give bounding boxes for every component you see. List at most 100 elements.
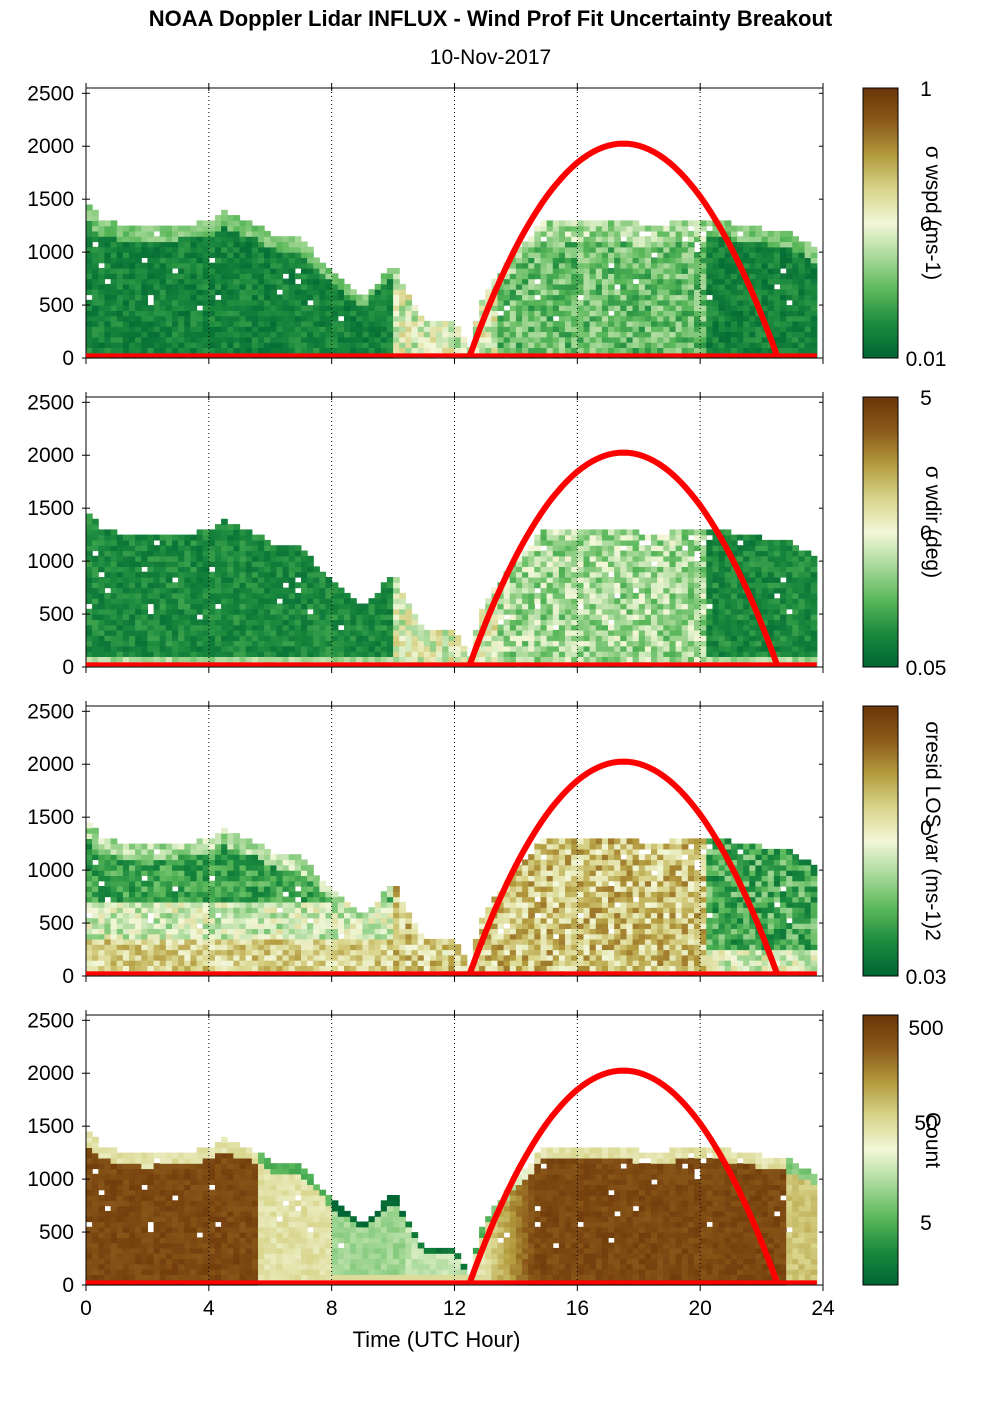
heatmap-cell: [792, 294, 799, 301]
heatmap-cell: [282, 592, 290, 599]
heatmap-cell: [681, 614, 689, 620]
heatmap-cell: [669, 629, 677, 636]
heatmap-cell: [448, 331, 456, 338]
heatmap-cell: [116, 645, 124, 652]
heatmap-cell: [644, 299, 652, 306]
heatmap-cell: [571, 582, 578, 589]
heatmap-cell: [472, 326, 480, 333]
heatmap-cell: [282, 289, 290, 296]
heatmap-cell: [675, 608, 683, 615]
heatmap-cell: [233, 252, 241, 258]
heatmap-cell: [724, 299, 732, 306]
heatmap-cell: [147, 283, 155, 290]
heatmap-cell: [86, 640, 93, 647]
heatmap-cell: [251, 571, 259, 578]
heatmap-cell: [258, 268, 265, 274]
heatmap-cell: [86, 645, 93, 652]
heatmap-cell: [215, 582, 222, 589]
heatmap-cell: [122, 289, 130, 296]
heatmap-cell: [313, 336, 320, 343]
heatmap-cell: [313, 577, 320, 583]
heatmap-cell: [743, 608, 750, 615]
heatmap-cell: [503, 640, 511, 647]
heatmap-cell: [534, 225, 541, 232]
heatmap-cell: [546, 539, 554, 546]
heatmap-cell: [558, 273, 566, 280]
heatmap-cell: [178, 629, 185, 636]
heatmap-cell: [110, 257, 118, 264]
heatmap-cell: [122, 268, 130, 274]
heatmap-cell: [258, 283, 265, 290]
heatmap-cell: [356, 624, 363, 631]
heatmap-cell: [565, 299, 572, 306]
heatmap-cell: [178, 230, 185, 237]
heatmap-cell: [184, 320, 191, 327]
heatmap-cell: [651, 262, 658, 269]
heatmap-cell: [786, 278, 793, 285]
heatmap-cell: [755, 326, 763, 333]
heatmap-cell: [276, 651, 284, 657]
heatmap-cell: [546, 587, 554, 594]
heatmap-cell: [632, 539, 640, 546]
heatmap-cell: [294, 310, 302, 317]
heatmap-cell: [307, 315, 314, 322]
heatmap-cell: [245, 529, 253, 536]
heatmap-cell: [362, 347, 370, 354]
heatmap-cell: [712, 326, 720, 333]
heatmap-cell: [546, 273, 554, 280]
heatmap-cell: [178, 268, 185, 274]
heatmap-cell: [129, 592, 136, 599]
heatmap-cell: [301, 342, 308, 348]
heatmap-cell: [786, 289, 793, 296]
heatmap-cell: [534, 550, 541, 557]
heatmap-cell: [620, 651, 627, 657]
heatmap-cell: [411, 310, 419, 317]
heatmap-cell: [700, 592, 707, 599]
heatmap-cell: [571, 539, 578, 546]
heatmap-cell: [264, 241, 271, 248]
heatmap-cell: [147, 629, 155, 636]
heatmap-cell: [258, 656, 265, 663]
heatmap-cell: [288, 294, 296, 301]
heatmap-cell: [669, 619, 677, 626]
heatmap-cell: [589, 225, 597, 232]
chart-date: 10-Nov-2017: [429, 46, 552, 69]
heatmap-cell: [258, 619, 265, 626]
heatmap-cell: [669, 608, 677, 615]
heatmap-cell: [135, 246, 142, 253]
heatmap-cell: [368, 336, 376, 343]
heatmap-cell: [503, 608, 511, 615]
heatmap-cell: [319, 326, 327, 333]
heatmap-cell: [792, 347, 799, 354]
heatmap-cell: [651, 257, 658, 264]
heatmap-cell: [620, 342, 627, 348]
heatmap-cell: [159, 347, 167, 354]
heatmap-cell: [135, 278, 142, 285]
heatmap-cell: [638, 299, 646, 306]
heatmap-cell: [485, 331, 492, 338]
heatmap-cell: [718, 268, 726, 274]
heatmap-cell: [577, 608, 584, 615]
heatmap-cell: [386, 336, 394, 343]
heatmap-cell: [644, 656, 652, 663]
heatmap-cell: [737, 294, 744, 301]
heatmap-cell: [221, 645, 228, 652]
heatmap-cell: [399, 629, 406, 636]
heatmap-cell: [92, 614, 99, 620]
heatmap-cell: [497, 331, 505, 338]
heatmap-cell: [202, 315, 210, 322]
heatmap-cell: [165, 305, 173, 311]
heatmap-cell: [730, 336, 738, 343]
heatmap-cell: [620, 289, 627, 296]
heatmap-cell: [270, 635, 277, 642]
heatmap-cell: [595, 603, 603, 610]
heatmap-cell: [294, 294, 302, 301]
heatmap-cell: [540, 629, 548, 636]
heatmap-cell: [700, 262, 707, 269]
heatmap-cell: [743, 539, 750, 546]
heatmap-cell: [614, 598, 621, 605]
heatmap-cell: [251, 587, 259, 594]
heatmap-cell: [638, 587, 646, 594]
heatmap-cell: [258, 566, 265, 573]
heatmap-cell: [540, 273, 548, 280]
